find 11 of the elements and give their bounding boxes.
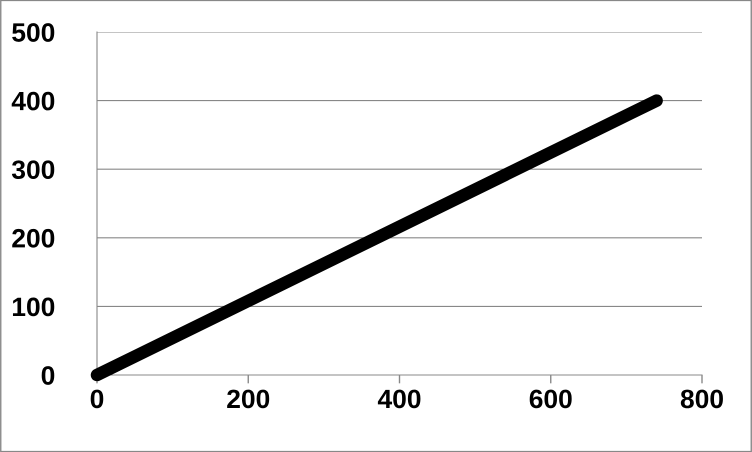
y-tick-label: 100 bbox=[12, 298, 54, 316]
y-tick-label: 400 bbox=[12, 92, 54, 110]
x-tick-label: 200 bbox=[227, 390, 270, 408]
x-tick-label: 800 bbox=[680, 390, 723, 408]
x-tick-label: 600 bbox=[530, 390, 572, 408]
x-tick-label: 0 bbox=[90, 390, 104, 408]
y-tick-label: 200 bbox=[12, 228, 54, 248]
x-tick-label: 400 bbox=[378, 390, 420, 408]
y-tick-label: 300 bbox=[12, 160, 54, 180]
y-tick-label: 0 bbox=[42, 366, 54, 385]
y-tick-label: 500 bbox=[12, 23, 54, 42]
